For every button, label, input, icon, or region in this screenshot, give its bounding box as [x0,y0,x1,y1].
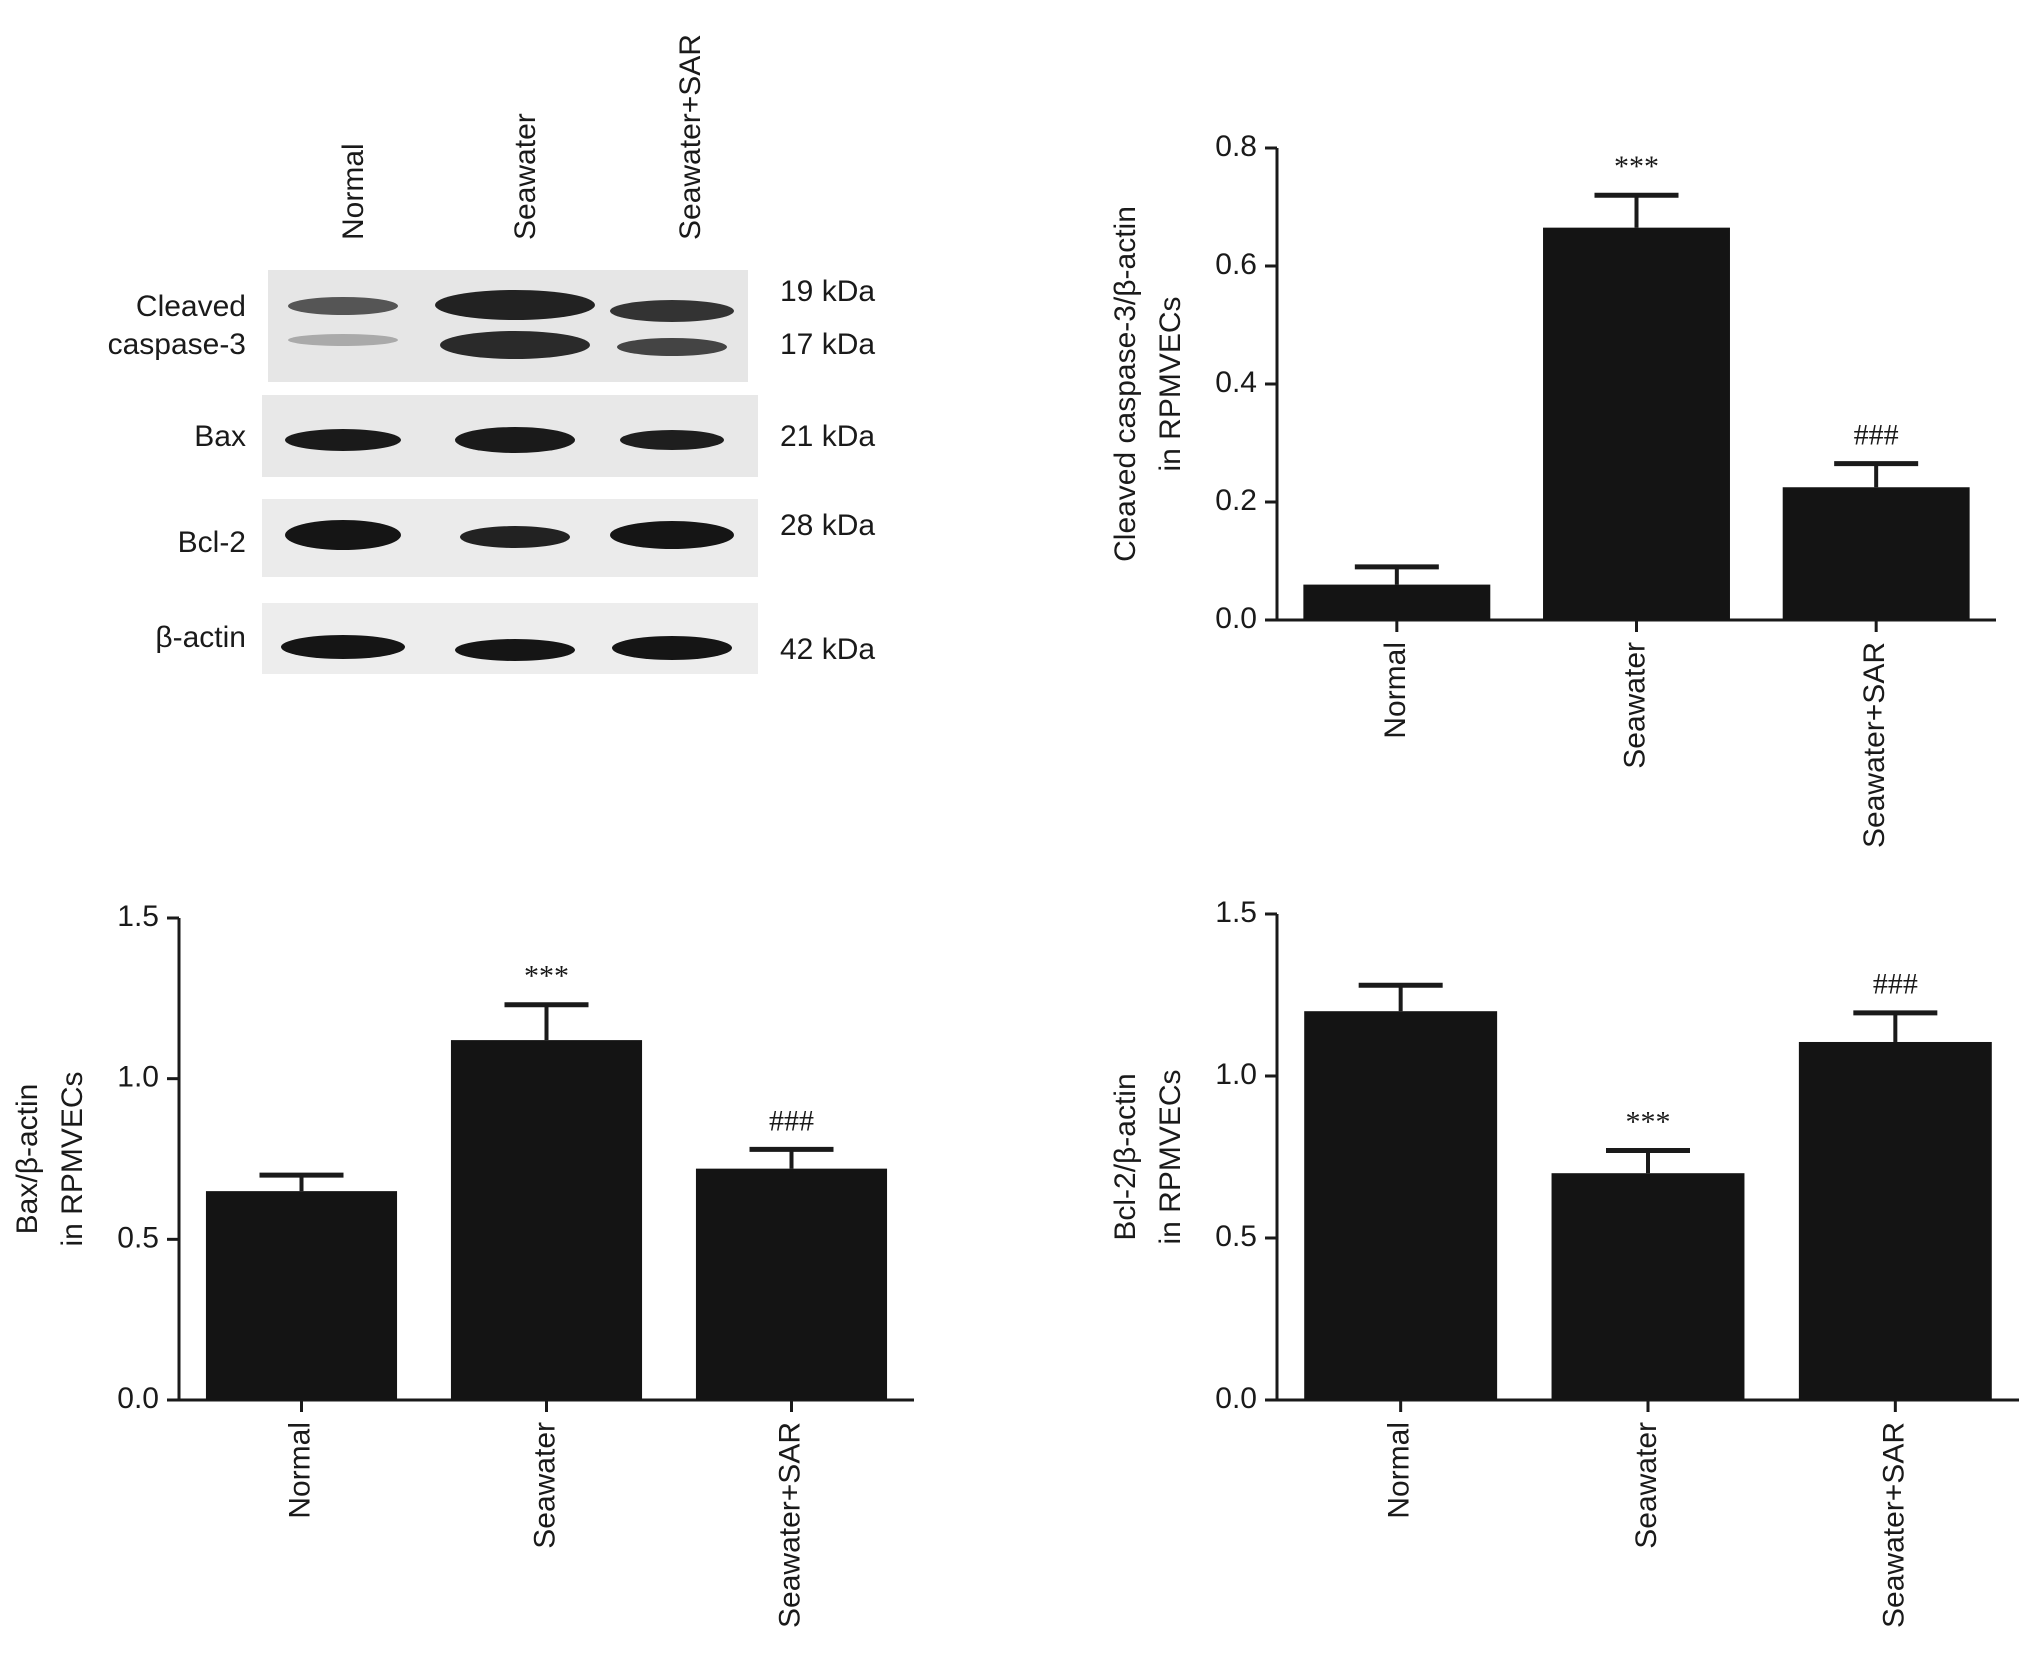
y-tick-label: 0.5 [117,1221,159,1254]
size-label: 19 kDa [780,275,875,308]
protein-label: caspase-3 [108,328,246,361]
y-axis-title: in RPMVECs [1154,1069,1187,1244]
band [285,429,401,451]
y-axis-title: in RPMVECs [1154,296,1187,471]
y-axis-title: in RPMVECs [56,1071,89,1246]
x-tick-label: Seawater+SAR [1858,642,1891,848]
y-axis-title: Cleaved caspase-3/β-actin [1109,206,1142,562]
y-tick-label: 1.0 [1215,1058,1257,1091]
x-tick-label: Seawater [528,1422,561,1549]
bar-chart: 0.0 0.5 1.0 1.5 Bax/β-actin in RPMVECs Normal S… [11,900,914,1628]
band [281,635,405,659]
y-tick-label: 0.8 [1215,130,1257,163]
y-tick-label: 0.6 [1215,248,1257,281]
band [288,297,398,315]
band [455,639,575,661]
x-tick-label: Normal [1383,1422,1416,1519]
bar [1798,1041,1992,1400]
x-tick-label: Normal [1379,642,1412,739]
y-tick-label: 1.0 [117,1061,159,1094]
y-axis-title: Bax/β-actin [11,1084,44,1235]
y-tick-label: 1.5 [1215,896,1257,929]
annotation: *** [524,960,569,993]
bar [205,1191,398,1400]
band [460,526,570,548]
x-tick-label: Seawater+SAR [1877,1422,1910,1628]
western-blot: Normal Seawater Seawater+SAR Cleaved cas… [108,34,875,674]
band [288,334,398,346]
size-label: 28 kDa [780,509,875,542]
blot-strip [268,270,748,382]
bar [1782,487,1970,620]
bar [1304,1011,1498,1400]
x-tick-label: Seawater [1630,1422,1663,1549]
band [435,290,595,320]
band [610,521,734,549]
band [610,300,734,322]
size-label: 21 kDa [780,420,875,453]
size-label: 17 kDa [780,328,875,361]
annotation: ### [1873,968,1918,1001]
bar-chart: 0.0 0.5 1.0 1.5 Bcl-2/β-actin in RPMVECs Norma… [1109,896,2019,1628]
band [285,520,401,550]
band [440,331,590,359]
annotation: *** [1614,150,1659,183]
size-label: 42 kDa [780,633,875,666]
x-tick-label: Normal [283,1422,316,1519]
band [620,430,724,450]
y-tick-label: 0.0 [1215,1382,1257,1415]
y-tick-label: 0.2 [1215,484,1257,517]
bar [1551,1173,1745,1400]
y-tick-label: 1.5 [117,900,159,933]
lane-label: Seawater [509,113,542,240]
band [455,427,575,453]
band [617,338,727,356]
protein-label: Bax [194,420,246,453]
lane-label: Normal [337,143,370,240]
band [612,636,732,660]
bar [1543,227,1730,620]
bar [450,1040,643,1400]
annotation: *** [1626,1105,1671,1138]
annotation: ### [769,1104,814,1137]
y-axis-title: Bcl-2/β-actin [1109,1073,1142,1240]
bar-chart: 0.0 0.2 0.4 0.6 0.8 Cleaved caspase-3/β-actin… [1109,130,1996,848]
y-tick-label: 0.0 [117,1382,159,1415]
bar [695,1168,888,1400]
x-tick-label: Seawater+SAR [773,1422,806,1628]
lane-label: Seawater+SAR [674,34,707,240]
bar [1303,584,1491,620]
y-tick-label: 0.0 [1215,602,1257,635]
protein-label: Cleaved [136,290,246,323]
annotation: ### [1854,419,1899,452]
protein-label: β-actin [155,621,246,654]
protein-label: Bcl-2 [178,526,246,559]
y-tick-label: 0.5 [1215,1220,1257,1253]
x-tick-label: Seawater [1618,642,1651,769]
y-tick-label: 0.4 [1215,366,1257,399]
